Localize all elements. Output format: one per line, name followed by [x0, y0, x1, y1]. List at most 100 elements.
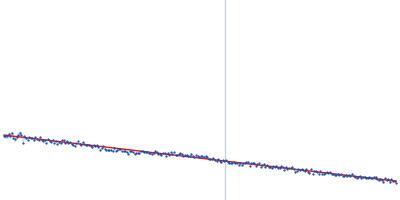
Point: [60, 138, 67, 142]
Point: [122, 149, 128, 152]
Point: [114, 149, 120, 152]
Point: [390, 180, 396, 183]
Point: [265, 166, 272, 169]
Point: [229, 161, 236, 164]
Point: [58, 142, 64, 145]
Point: [160, 152, 166, 155]
Point: [204, 156, 210, 159]
Point: [65, 141, 72, 145]
Point: [83, 143, 89, 146]
Point: [220, 158, 226, 161]
Point: [384, 178, 390, 182]
Point: [48, 140, 54, 143]
Point: [386, 180, 393, 183]
Point: [292, 170, 298, 173]
Point: [59, 139, 65, 142]
Point: [186, 155, 193, 158]
Point: [380, 180, 387, 184]
Point: [103, 148, 110, 151]
Point: [297, 169, 303, 172]
Point: [108, 148, 114, 151]
Point: [231, 161, 237, 164]
Point: [256, 161, 262, 164]
Point: [357, 174, 363, 178]
Point: [1, 134, 7, 137]
Point: [53, 139, 59, 142]
Point: [62, 141, 68, 144]
Point: [246, 164, 253, 167]
Point: [361, 175, 368, 178]
Point: [182, 153, 188, 156]
Point: [161, 152, 168, 155]
Point: [138, 150, 144, 153]
Point: [305, 170, 311, 173]
Point: [154, 151, 160, 154]
Point: [281, 168, 288, 171]
Point: [127, 150, 133, 153]
Point: [185, 154, 191, 157]
Point: [102, 147, 108, 150]
Point: [134, 152, 141, 155]
Point: [89, 146, 95, 149]
Point: [194, 155, 201, 158]
Point: [242, 161, 248, 164]
Point: [245, 160, 251, 163]
Point: [268, 166, 275, 169]
Point: [287, 167, 294, 170]
Point: [141, 151, 147, 154]
Point: [212, 159, 218, 162]
Point: [84, 143, 90, 146]
Point: [364, 177, 371, 180]
Point: [311, 169, 317, 172]
Point: [333, 173, 340, 176]
Point: [64, 140, 70, 143]
Point: [320, 173, 327, 176]
Point: [221, 160, 228, 163]
Point: [120, 149, 127, 153]
Point: [128, 150, 135, 153]
Point: [201, 155, 207, 158]
Point: [372, 176, 379, 179]
Point: [270, 165, 276, 168]
Point: [95, 146, 102, 149]
Point: [6, 133, 12, 136]
Point: [15, 133, 21, 136]
Point: [379, 178, 385, 181]
Point: [354, 176, 360, 179]
Point: [322, 172, 328, 175]
Point: [21, 135, 28, 138]
Point: [163, 154, 169, 157]
Point: [142, 151, 149, 154]
Point: [369, 176, 376, 179]
Point: [80, 140, 86, 144]
Point: [302, 170, 308, 173]
Point: [295, 167, 302, 170]
Point: [139, 150, 146, 153]
Point: [7, 134, 14, 137]
Point: [350, 175, 357, 178]
Point: [272, 165, 278, 169]
Point: [250, 161, 256, 164]
Point: [109, 150, 116, 153]
Point: [196, 155, 202, 158]
Point: [174, 153, 180, 156]
Point: [198, 154, 204, 157]
Point: [240, 162, 246, 165]
Point: [363, 176, 369, 179]
Point: [20, 141, 26, 144]
Point: [202, 155, 209, 158]
Point: [29, 137, 36, 140]
Point: [335, 172, 341, 175]
Point: [86, 144, 92, 147]
Point: [136, 152, 142, 155]
Point: [328, 173, 335, 176]
Point: [377, 177, 384, 181]
Point: [172, 153, 179, 157]
Point: [206, 157, 212, 160]
Point: [51, 141, 58, 145]
Point: [275, 167, 281, 170]
Point: [106, 149, 113, 152]
Point: [31, 139, 37, 142]
Point: [286, 167, 292, 170]
Point: [346, 173, 352, 176]
